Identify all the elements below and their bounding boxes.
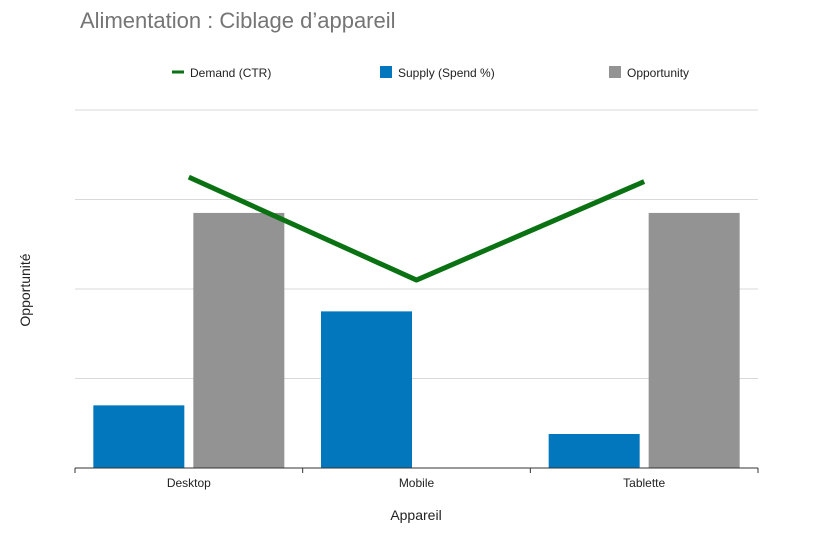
- legend-swatch-opportunity: [609, 66, 621, 78]
- bar-supply-spend-mobile: [321, 311, 412, 468]
- bar-supply-spend-tablette: [548, 433, 640, 468]
- legend-label-demand-ctr: Demand (CTR): [190, 66, 271, 80]
- legend: Demand (CTR) Supply (Spend %) Opportunity: [172, 66, 689, 80]
- bar-supply-spend-desktop: [93, 405, 185, 468]
- gridlines: [75, 109, 758, 379]
- x-tick-label-mobile: Mobile: [399, 476, 435, 490]
- x-tick-label-desktop: Desktop: [167, 476, 211, 490]
- bars: [93, 212, 740, 468]
- x-axis-label: Appareil: [390, 507, 441, 523]
- y-axis-label: Opportunité: [17, 253, 33, 326]
- legend-label-supply-spend: Supply (Spend %): [398, 66, 495, 80]
- chart-title: Alimentation : Ciblage d’appareil: [80, 8, 396, 33]
- legend-swatch-supply-spend: [380, 66, 392, 78]
- bar-opportunity-desktop: [193, 212, 285, 468]
- line-series: [187, 174, 646, 283]
- legend-label-opportunity: Opportunity: [627, 66, 689, 80]
- axes: Desktop Mobile Tablette: [74, 467, 759, 490]
- x-tick-label-tablette: Tablette: [623, 476, 665, 490]
- bar-opportunity-tablette: [648, 212, 740, 468]
